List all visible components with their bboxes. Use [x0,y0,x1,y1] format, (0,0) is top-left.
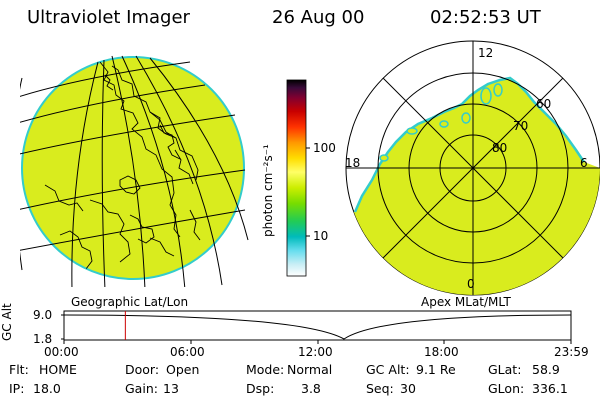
glon-value: 336.1 [532,381,568,396]
glat-value: 58.9 [532,362,560,377]
mlat-label-70: 70 [513,119,529,133]
polar-data-edge [353,76,586,213]
time-label: 02:52:53 UT [430,7,541,28]
colorbar-label-10: 10 [313,229,329,243]
gain-label: Gain: [125,381,158,396]
mlt-label-18: 18 [345,156,361,170]
mlat-label-80: 80 [492,141,508,155]
mlat-label-60: 60 [536,97,552,111]
mode-label: Mode: [246,362,285,377]
polar-plot [345,40,600,296]
ip-label: IP: [9,381,25,396]
timeline-x-tick-0600: 06:00 [170,345,205,359]
timeline-x-tick-1200: 12:00 [298,345,333,359]
dsp-value: 3.8 [301,381,321,396]
geographic-panel-label: Geographic Lat/Lon [71,295,189,309]
apex-panel-label: Apex MLat/MLT [421,295,511,309]
grid-lines [20,55,249,287]
geographic-disk [20,55,249,287]
date-label: 26 Aug 00 [272,7,365,28]
timeline-axis-label: GC Alt [0,303,14,341]
polar-grid [346,41,600,295]
colorbar-title: photon cm⁻²s⁻¹ [261,144,275,237]
seq-label: Seq: [366,381,394,396]
door-value: Open [166,362,200,377]
gcalt-label: GC Alt: [366,362,410,377]
door-label: Door: [125,362,160,377]
glat-label: GLat: [488,362,522,377]
mlt-label-6: 6 [580,156,588,170]
timeline-x-tick-2359: 23:59 [554,345,589,359]
colorbar-label-100: 100 [313,141,336,155]
polar-edge-blobs [379,83,503,162]
timeline-y-tick-low: 1.8 [33,332,53,346]
app-title: Ultraviolet Imager [27,7,190,28]
colorbar-scale [286,79,307,277]
coastlines [44,61,201,270]
ip-value: 18.0 [33,381,61,396]
colorbar [286,79,310,277]
flt-value: HOME [39,362,77,377]
timeline-x-tick-1800: 18:00 [424,345,459,359]
mlt-label-0: 0 [467,277,475,291]
seq-value: 30 [400,381,416,396]
flt-label: Flt: [9,362,29,377]
timeline-y-tick-high: 9.0 [33,308,53,322]
mode-value: Normal [287,362,333,377]
gain-value: 13 [163,381,179,396]
gc-alt-curve [63,314,572,340]
disk-fill [21,56,245,280]
timeline-plot [61,310,572,344]
dsp-label: Dsp: [246,381,275,396]
gcalt-value: 9.1 Re [416,362,456,377]
mlt-label-12: 12 [478,46,494,60]
timeline-x-tick-0000: 00:00 [44,345,79,359]
glon-label: GLon: [488,381,525,396]
